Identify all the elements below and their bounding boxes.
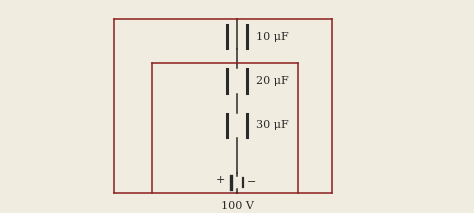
Text: 20 μF: 20 μF: [256, 76, 289, 86]
Text: 30 μF: 30 μF: [256, 121, 289, 131]
Text: 100 V: 100 V: [220, 201, 254, 211]
Text: +: +: [216, 176, 225, 186]
Text: 10 μF: 10 μF: [256, 32, 289, 42]
Text: −: −: [247, 177, 256, 187]
